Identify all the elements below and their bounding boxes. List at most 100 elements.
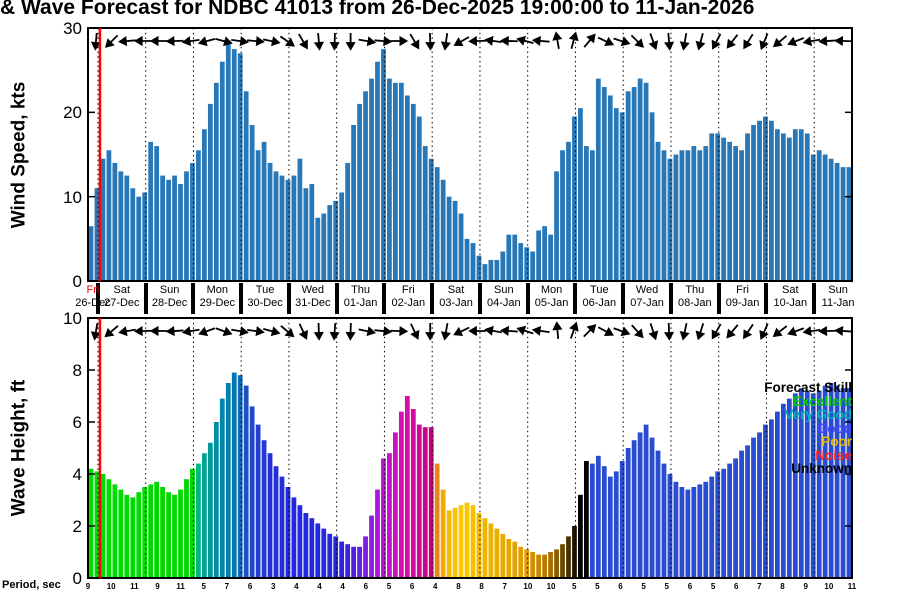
wave-bar xyxy=(763,424,768,578)
wind-direction-arrow xyxy=(231,36,249,47)
wave-direction-arrow xyxy=(583,324,597,338)
wind-bar xyxy=(398,82,404,281)
wind-bar xyxy=(667,158,673,281)
wave-direction-arrow xyxy=(818,325,837,337)
day-label: Tue 06-Jan xyxy=(582,284,616,310)
wave-direction-arrow xyxy=(329,322,340,341)
day-name: Tue xyxy=(255,284,275,296)
wind-bar xyxy=(560,150,565,281)
wind-bar xyxy=(482,264,488,281)
wind-bar xyxy=(721,137,727,281)
wind-direction-arrow xyxy=(453,36,470,46)
wind-direction-arrow xyxy=(834,35,853,47)
wave-bar xyxy=(584,461,589,578)
wave-direction-arrow xyxy=(181,326,200,337)
wind-bar xyxy=(685,150,691,281)
wave-direction-arrow xyxy=(425,323,436,341)
wave-bar xyxy=(637,432,643,578)
wave-direction-arrow xyxy=(263,326,281,337)
wind-bar xyxy=(769,120,774,282)
wind-bar xyxy=(321,213,327,281)
wave-bar xyxy=(106,479,112,578)
wave-bar xyxy=(363,536,368,578)
wind-direction-arrow xyxy=(440,32,451,51)
wave-direction-arrow xyxy=(247,326,265,337)
wave-bar xyxy=(291,497,297,578)
day-label: Thu 01-Jan xyxy=(344,284,378,310)
wave-bar xyxy=(775,411,780,578)
wind-bar xyxy=(840,167,846,281)
day-name: Wed xyxy=(635,284,659,296)
day-date: 06-Jan xyxy=(582,297,617,309)
wind-bar xyxy=(249,124,255,281)
day-label: Fri 09-Jan xyxy=(726,284,760,310)
day-date: 30-Dec xyxy=(247,297,283,309)
wind-direction-arrow xyxy=(516,35,534,46)
wind-direction-arrow xyxy=(390,35,409,47)
wave-bar xyxy=(387,453,392,578)
day-date: 26-Dec xyxy=(75,297,111,309)
wind-bar xyxy=(219,61,225,282)
wind-bar xyxy=(225,40,231,282)
wave-bar xyxy=(118,489,124,578)
day-boundary-tick xyxy=(716,283,721,314)
wind-bar xyxy=(357,103,362,282)
wave-direction-arrow xyxy=(772,325,788,338)
wave-bar xyxy=(154,481,160,578)
wave-bar xyxy=(255,424,261,578)
wave-bar xyxy=(219,398,225,578)
day-boundary-tick xyxy=(668,283,673,314)
wave-bar xyxy=(267,453,273,578)
wave-direction-arrow xyxy=(597,326,614,336)
wind-bar xyxy=(309,184,315,281)
wave-bar xyxy=(375,489,380,578)
wave-bar xyxy=(202,453,207,578)
wave-bar xyxy=(273,466,279,578)
period-value: 4 xyxy=(317,582,322,591)
day-date: 02-Jan xyxy=(391,297,426,309)
wind-bar xyxy=(237,53,243,281)
wind-bar xyxy=(190,162,195,281)
wave-bar xyxy=(243,385,249,578)
wave-bar xyxy=(178,489,183,578)
wind-bar xyxy=(136,196,142,281)
wind-bar xyxy=(327,205,333,281)
wind-bar xyxy=(607,95,613,281)
legend-poor: Poor xyxy=(821,434,852,449)
wave-bar xyxy=(100,474,106,578)
wind-bar xyxy=(273,171,279,281)
wave-direction-arrow xyxy=(679,322,690,341)
wave-bar xyxy=(315,523,321,578)
wind-bar xyxy=(518,243,524,281)
wave-direction-arrow xyxy=(104,325,119,338)
wind-bar xyxy=(637,78,643,281)
wind-direction-arrow xyxy=(313,32,324,51)
wave-bar xyxy=(285,487,291,578)
day-boundary-tick xyxy=(382,283,387,314)
wind-bar xyxy=(786,137,792,281)
wind-bar xyxy=(601,87,607,281)
wind-bar xyxy=(619,112,625,281)
wind-bar xyxy=(554,171,559,281)
wind-bar xyxy=(142,192,148,281)
wind-bar xyxy=(178,184,183,281)
wind-ytick-label: 30 xyxy=(63,19,82,38)
day-date: 08-Jan xyxy=(677,297,712,309)
wind-bar xyxy=(631,87,637,281)
day-name: Sun xyxy=(828,284,848,296)
wave-direction-arrow xyxy=(118,326,136,337)
wind-bar xyxy=(166,179,171,281)
wind-bar xyxy=(267,162,273,281)
wave-bar xyxy=(351,546,356,578)
day-name: Sat xyxy=(782,284,799,296)
wind-bar xyxy=(393,82,398,281)
wind-bar xyxy=(440,179,446,281)
wind-bar xyxy=(792,129,798,281)
wave-bar xyxy=(339,541,345,578)
wave-direction-arrow xyxy=(410,323,420,340)
wind-bar xyxy=(500,251,506,281)
wave-bar xyxy=(321,528,327,578)
period-value: 4 xyxy=(340,582,345,591)
